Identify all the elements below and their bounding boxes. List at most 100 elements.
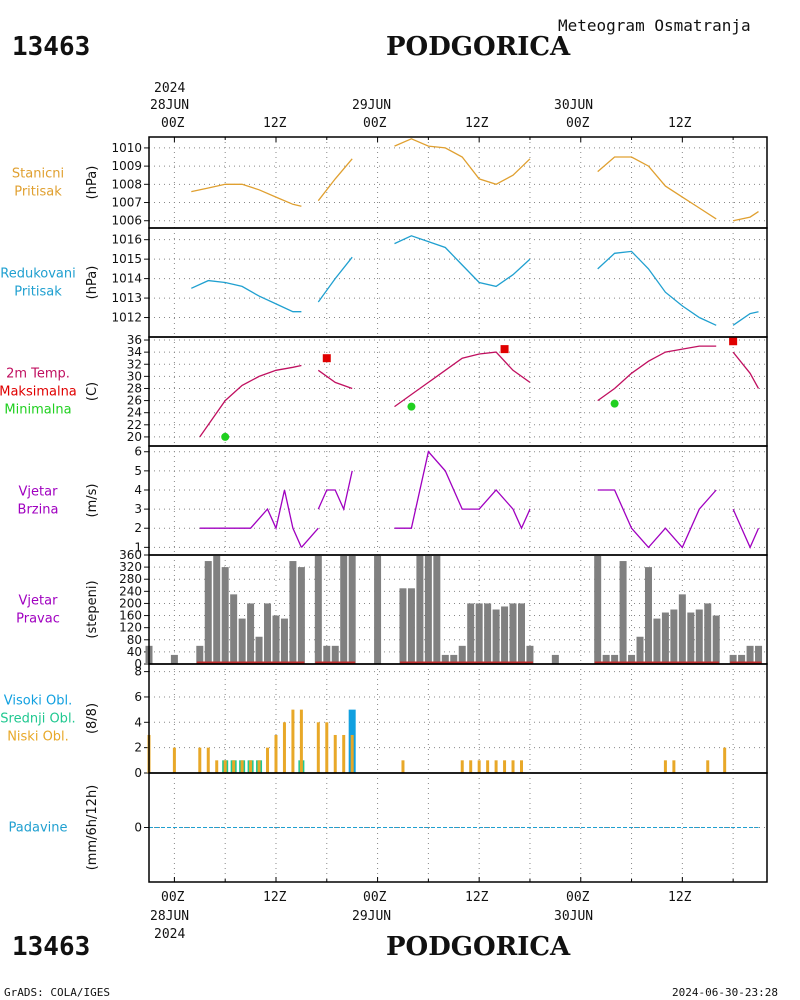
y-tick-label: 200 xyxy=(119,596,142,610)
cloud-bar xyxy=(299,709,303,773)
y-tick-label: 320 xyxy=(119,560,142,574)
top-hour-label-3: 00Z xyxy=(363,116,387,131)
panel-unit-label: (hPa) xyxy=(85,266,100,300)
direction-bar xyxy=(687,612,695,664)
cloud-bar xyxy=(469,760,473,773)
series-line xyxy=(317,158,353,202)
y-tick-label: 1009 xyxy=(111,159,142,173)
direction-bar xyxy=(501,606,509,664)
direction-bar xyxy=(433,555,441,664)
series-line xyxy=(597,250,717,326)
panel-p1: 1006 1007 1008 1009 1010 Stanicni Pritisak (hPa… xyxy=(12,136,768,229)
temp-line xyxy=(317,369,353,390)
y-tick-label: 0 xyxy=(134,766,142,780)
panel-unit-label: (m/s) xyxy=(85,484,100,518)
tmin-marker xyxy=(610,399,619,408)
direction-bar xyxy=(644,567,652,664)
series-line xyxy=(394,450,531,530)
station-name-bottom: PODGORICA xyxy=(386,932,571,962)
station-id-bottom: 13463 xyxy=(12,932,90,962)
direction-bar xyxy=(738,654,746,664)
series-line xyxy=(300,527,319,548)
cloud-bar xyxy=(723,747,727,773)
y-tick-label: 20 xyxy=(127,430,142,444)
top-day-label-1: 28JUN xyxy=(150,98,189,113)
top-day-label-2: 29JUN xyxy=(352,98,391,113)
direction-bar xyxy=(746,645,754,664)
direction-bar xyxy=(678,594,686,664)
station-id-top: 13463 xyxy=(12,32,90,62)
y-tick-label: 5 xyxy=(134,464,142,478)
panel-title-line: Niski Obl. xyxy=(7,730,69,745)
y-tick-label: 120 xyxy=(119,621,142,635)
cloud-bar xyxy=(291,709,295,773)
y-tick-label: 4 xyxy=(134,715,142,729)
y-tick-label: 1008 xyxy=(111,177,142,191)
direction-bar xyxy=(314,555,322,664)
direction-bar xyxy=(475,603,483,664)
cloud-bar xyxy=(342,734,346,773)
direction-bar xyxy=(348,555,356,664)
cloud-bar xyxy=(672,760,676,773)
direction-bar xyxy=(484,603,492,664)
panel-title-line: Pritisak xyxy=(14,285,62,300)
panel-unit-label: (hPa) xyxy=(85,166,100,200)
cloud-bar xyxy=(282,722,286,773)
cloud-bar xyxy=(316,722,320,773)
direction-bar xyxy=(653,618,661,664)
cloud-bar xyxy=(172,747,176,773)
temp-line xyxy=(199,364,302,438)
tmax-marker xyxy=(500,345,509,354)
bottom-hour-label-6: 12Z xyxy=(668,890,692,905)
temp-line xyxy=(394,351,531,408)
panel-title-line: Redukovani xyxy=(0,267,75,282)
direction-bar xyxy=(450,654,458,664)
panel-title-line: Stanicni xyxy=(12,167,64,182)
panel-title-line: 2m Temp. xyxy=(6,367,70,382)
direction-bar xyxy=(247,603,255,664)
y-tick-label: 1013 xyxy=(111,291,142,305)
y-tick-label: 2 xyxy=(134,521,142,535)
panel-title-line: Srednji Obl. xyxy=(0,712,75,727)
tmin-marker xyxy=(407,402,416,411)
panel-frame xyxy=(148,772,768,883)
direction-bar xyxy=(280,618,288,664)
panel-p6: 0 2 4 6 8 Visoki Obl. Srednji Obl. Niski Obl. (8… xyxy=(0,663,768,780)
direction-bar xyxy=(594,555,602,664)
y-tick-label: 30 xyxy=(127,369,142,383)
series-line xyxy=(597,489,717,549)
series-line xyxy=(394,138,531,186)
credit-text: GrADS: COLA/IGES xyxy=(4,986,110,999)
direction-bar xyxy=(272,615,280,664)
bottom-hour-label-4: 12Z xyxy=(465,890,489,905)
direction-bar xyxy=(264,603,272,664)
cloud-bar xyxy=(706,760,710,773)
direction-bar xyxy=(374,555,382,664)
y-tick-label: 8 xyxy=(134,665,142,679)
cloud-bar xyxy=(257,760,261,773)
direction-bar xyxy=(670,609,678,664)
panel-unit-label: (C) xyxy=(85,382,100,401)
y-tick-label: 34 xyxy=(127,345,142,359)
y-tick-label: 24 xyxy=(127,406,142,420)
top-hour-label-6: 12Z xyxy=(668,116,692,131)
direction-bar xyxy=(729,654,737,664)
cloud-bar xyxy=(232,760,236,773)
bottom-year-label: 2024 xyxy=(154,927,185,942)
bottom-hour-label-5: 00Z xyxy=(566,890,590,905)
direction-bar xyxy=(255,636,263,664)
panel-frame xyxy=(148,227,768,338)
top-hour-label-4: 12Z xyxy=(465,116,489,131)
tmax-marker xyxy=(322,354,331,363)
bottom-hour-label-3: 00Z xyxy=(363,890,387,905)
cloud-bar xyxy=(460,760,464,773)
station-name-top: PODGORICA xyxy=(386,32,571,62)
panel-frame xyxy=(148,136,768,229)
cloud-bar xyxy=(511,760,515,773)
series-line xyxy=(597,156,717,220)
direction-bar xyxy=(204,561,212,664)
series-line xyxy=(394,235,531,288)
direction-bar xyxy=(712,615,720,664)
cloud-bar xyxy=(249,760,253,773)
